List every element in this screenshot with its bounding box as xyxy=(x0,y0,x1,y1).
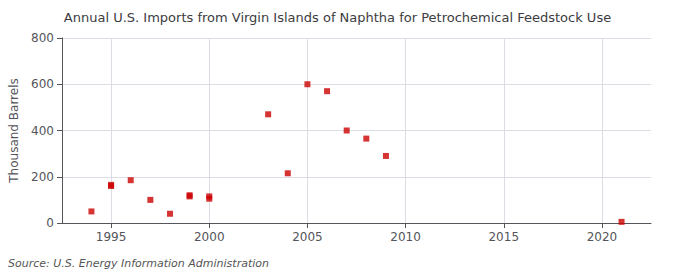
svg-text:2015: 2015 xyxy=(488,230,519,244)
svg-text:200: 200 xyxy=(31,170,54,184)
svg-text:2020: 2020 xyxy=(587,230,618,244)
svg-text:400: 400 xyxy=(31,124,54,138)
svg-text:2000: 2000 xyxy=(194,230,225,244)
svg-text:2010: 2010 xyxy=(390,230,421,244)
svg-text:Source: U.S. Energy Informatio: Source: U.S. Energy Information Administ… xyxy=(8,257,269,270)
svg-text:Thousand Barrels: Thousand Barrels xyxy=(7,78,21,183)
svg-text:600: 600 xyxy=(31,77,54,91)
svg-text:1995: 1995 xyxy=(96,230,127,244)
svg-text:0: 0 xyxy=(46,216,54,230)
svg-text:Annual U.S. Imports from Virgi: Annual U.S. Imports from Virgin Islands … xyxy=(64,10,611,25)
svg-text:2005: 2005 xyxy=(292,230,323,244)
svg-text:800: 800 xyxy=(31,31,54,45)
